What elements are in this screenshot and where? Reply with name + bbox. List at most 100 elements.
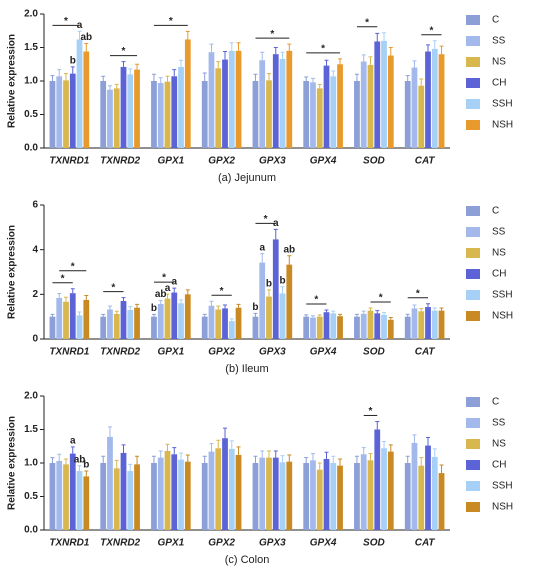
significance-star: *: [61, 273, 65, 284]
bar: [374, 41, 381, 148]
error-bar: [179, 299, 184, 304]
bar: [418, 311, 425, 339]
bar: [208, 451, 215, 530]
bar: [272, 54, 279, 149]
error-bar: [229, 440, 234, 449]
bar: [374, 313, 381, 339]
legend-swatch: [466, 227, 480, 237]
x-tick-label: TXNRD1: [49, 538, 89, 549]
bar: [134, 69, 140, 148]
error-bar: [273, 450, 278, 458]
error-bar: [63, 73, 68, 81]
error-bar: [354, 73, 359, 81]
error-bar: [253, 312, 258, 317]
legend-swatch: [466, 460, 480, 470]
y-tick-label: 0.5: [24, 491, 38, 502]
error-bar: [280, 286, 285, 294]
error-bar: [317, 314, 322, 317]
bar: [431, 310, 438, 339]
bar: [266, 80, 272, 148]
error-bar: [310, 77, 315, 83]
significance-letter: a: [70, 436, 76, 447]
error-bar: [338, 58, 343, 65]
error-bar: [114, 310, 119, 314]
significance-letter: b: [266, 279, 272, 290]
x-tick-label: GPX2: [208, 156, 235, 167]
error-bar: [229, 318, 234, 322]
error-bar: [354, 313, 359, 317]
bar: [316, 88, 323, 148]
bar: [83, 299, 90, 339]
bar: [330, 463, 337, 530]
bar: [113, 88, 120, 148]
error-bar: [273, 228, 278, 240]
bar: [127, 471, 134, 530]
error-bar: [266, 450, 271, 458]
significance-letter: b: [83, 460, 89, 471]
bar: [418, 85, 425, 148]
significance-letter: a: [259, 242, 265, 253]
bar: [418, 465, 425, 530]
significance-star: *: [314, 295, 318, 306]
bar: [113, 313, 120, 339]
error-bar: [432, 40, 437, 49]
error-bar: [172, 69, 177, 77]
bar: [431, 456, 438, 530]
error-bar: [209, 443, 214, 452]
bar: [387, 451, 394, 530]
bar: [228, 321, 235, 339]
error-bar: [57, 292, 62, 298]
bar: [354, 316, 360, 339]
significance-star: *: [429, 25, 433, 36]
y-tick-label: 0: [32, 334, 38, 345]
y-tick-label: 4: [32, 244, 38, 255]
bar: [171, 292, 178, 339]
bar: [303, 463, 310, 530]
x-tick-label: GPX4: [310, 156, 337, 167]
significance-letter: ab: [74, 454, 86, 465]
chart-title: (a) Jejunum: [218, 172, 276, 184]
legend-swatch: [466, 397, 480, 407]
y-tick-label: 2.0: [24, 9, 38, 20]
bar: [56, 76, 63, 148]
error-bar: [388, 47, 393, 56]
error-bar: [165, 75, 170, 82]
error-bar: [368, 56, 373, 65]
significance-letter: b: [70, 56, 76, 67]
legend-swatch: [466, 57, 480, 67]
bar: [100, 463, 107, 530]
error-bar: [388, 317, 393, 320]
legend-swatch: [466, 248, 480, 258]
error-bar: [405, 75, 410, 81]
bar: [286, 264, 293, 339]
bar: [259, 60, 266, 149]
bar: [222, 59, 228, 149]
error-bar: [202, 313, 207, 317]
legend-label: CH: [492, 78, 506, 89]
error-bar: [202, 72, 207, 81]
bar: [279, 293, 286, 339]
error-bar: [368, 453, 373, 461]
bar: [151, 81, 157, 148]
y-tick-label: 0.0: [24, 525, 38, 536]
x-tick-label: TXNRD1: [49, 156, 89, 167]
bar: [330, 76, 337, 148]
y-tick-label: 1.5: [24, 424, 38, 435]
bar: [107, 309, 113, 339]
bar: [337, 316, 343, 339]
error-bar: [361, 54, 366, 62]
x-tick-label: GPX3: [259, 538, 286, 549]
bar: [279, 58, 286, 148]
significance-letter: b: [252, 302, 258, 313]
error-bar: [128, 306, 133, 310]
error-bar: [432, 307, 437, 311]
error-bar: [114, 459, 119, 469]
chart-title: (c) Colon: [225, 554, 270, 566]
bar: [171, 76, 178, 148]
error-bar: [135, 63, 140, 70]
error-bar: [151, 313, 156, 317]
bar: [56, 297, 63, 339]
error-bar: [388, 444, 393, 452]
significance-letter: ab: [283, 244, 295, 255]
significance-letter: a: [165, 283, 171, 294]
